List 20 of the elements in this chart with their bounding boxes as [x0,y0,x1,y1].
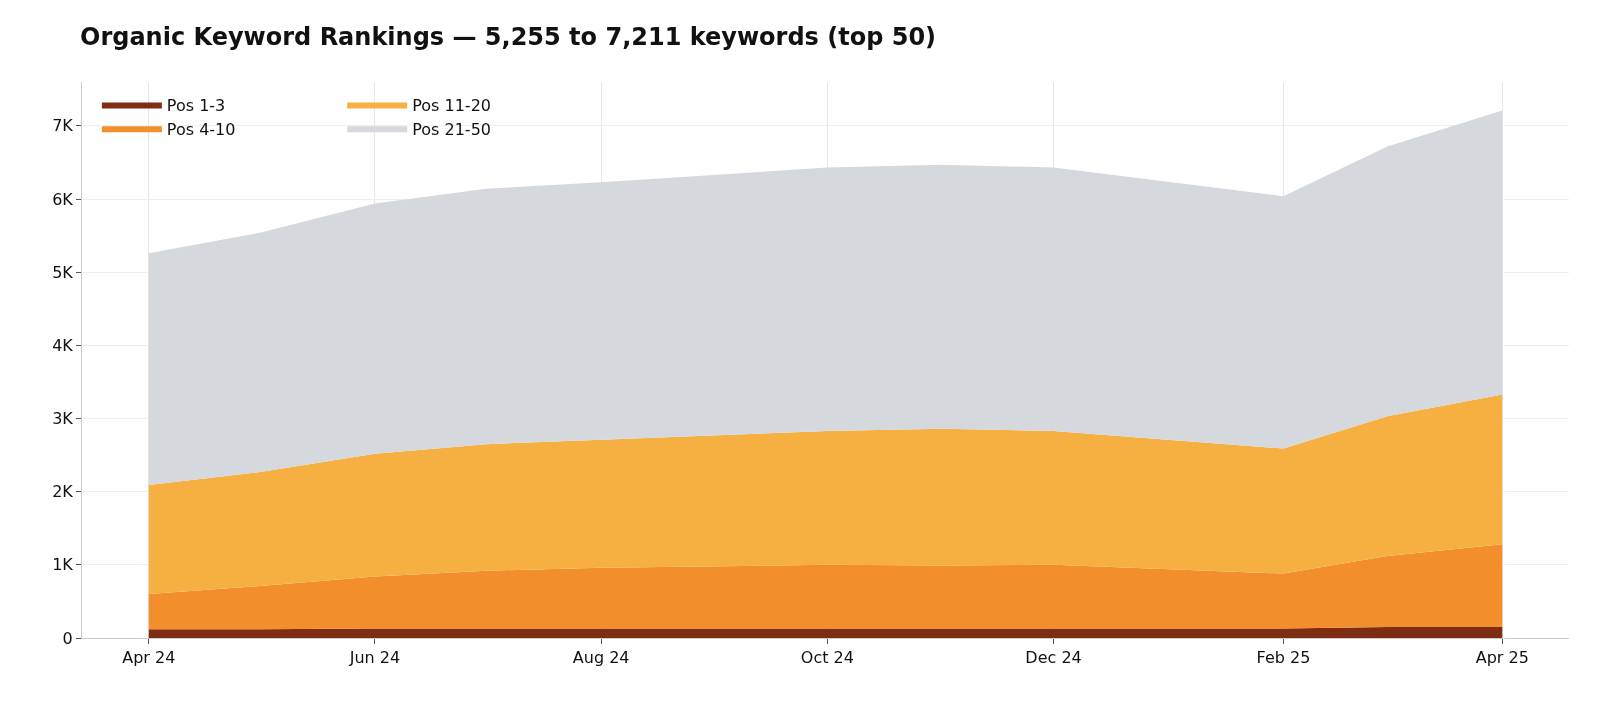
legend-label: Pos 11-20 [412,95,492,115]
x-tick-label: Oct 24 [800,648,854,668]
chart-title: Organic Keyword Rankings — 5,255 to 7,211 keywords (top 50) [80,23,937,52]
y-tick-label: 5K [52,262,74,282]
y-tick-label: 0 [62,628,73,648]
legend-label: Pos 21-50 [412,119,492,139]
x-tick-label: Aug 24 [572,648,630,668]
y-tick-label: 6K [52,189,74,209]
x-tick-label: Dec 24 [1025,648,1082,668]
legend-label: Pos 4-10 [166,119,236,139]
y-tick-label: 7K [52,116,74,136]
x-tick-label: Apr 25 [1475,648,1529,668]
y-tick-label: 2K [52,482,74,502]
y-tick-label: 1K [52,555,74,575]
x-tick-label: Feb 25 [1256,648,1311,668]
y-tick-label: 3K [52,409,74,429]
x-tick-label: Apr 24 [122,648,176,668]
y-tick-label: 4K [52,335,74,355]
x-tick-label: Jun 24 [348,648,401,668]
legend-label: Pos 1-3 [166,95,226,115]
